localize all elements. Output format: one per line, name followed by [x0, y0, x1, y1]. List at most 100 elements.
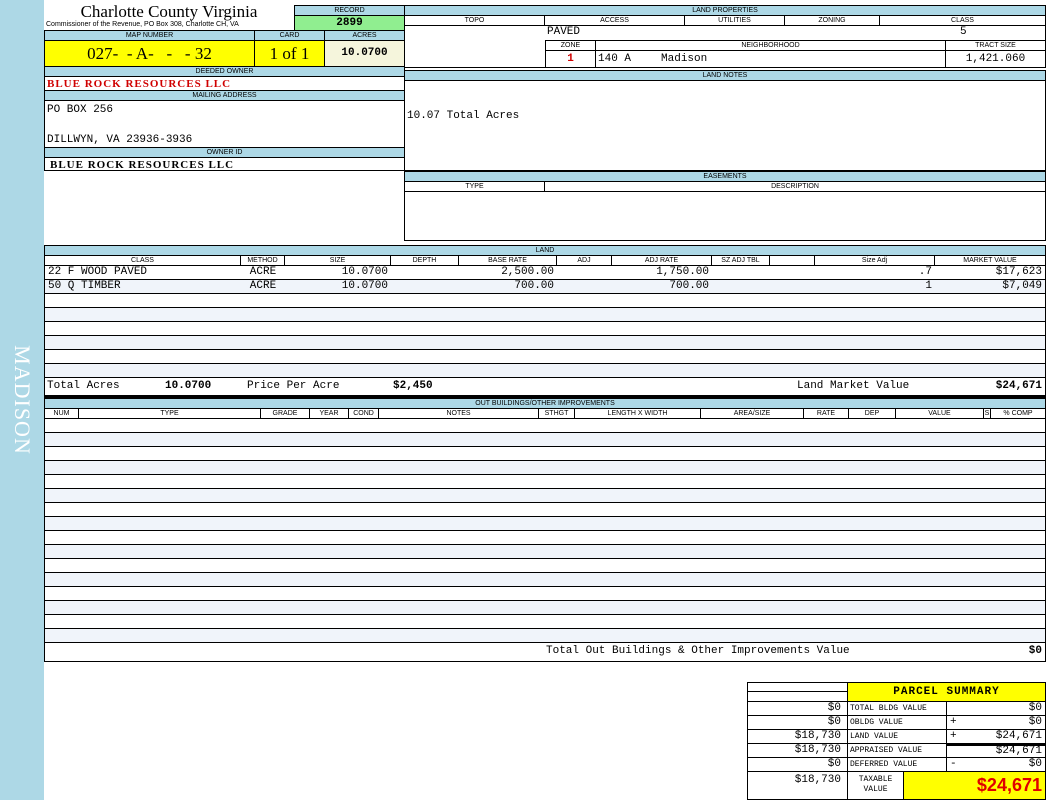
sidebar-neighborhood: MADISON [0, 0, 44, 800]
land-cell [612, 364, 712, 377]
land-cell [241, 322, 285, 335]
land-cell: 1,750.00 [656, 266, 709, 278]
price-per-acre-label: Price Per Acre [247, 380, 340, 392]
land-cell [612, 350, 712, 363]
summary-prior: $0 [747, 757, 848, 772]
land-col-header: SZ ADJ TBL [712, 256, 770, 265]
land-cell [815, 350, 935, 363]
land-row: 22 F WOOD PAVED ACRE 10.0700 2,500.00 1,750.… [45, 266, 1045, 280]
land-cell: $17,623 [995, 266, 1042, 278]
outbuilding-col-header: YEAR [310, 409, 349, 418]
outbuilding-col-header: STHGT [539, 409, 575, 418]
outbuilding-col-header: NOTES [379, 409, 539, 418]
col-tract-size: TRACT SIZE [975, 42, 1016, 49]
land-cell: 10.0700 [341, 280, 388, 292]
land-col-header: ADJ [557, 256, 612, 265]
land-cell: $7,049 [1002, 280, 1042, 292]
land-cell [815, 364, 935, 377]
land-cell [770, 308, 815, 321]
outbuilding-col-header: COND [349, 409, 379, 418]
land-cell [935, 294, 1045, 307]
price-per-acre-value: $2,450 [393, 380, 433, 392]
summary-value-text: $24,671 [995, 730, 1042, 742]
land-cell [391, 294, 459, 307]
neighborhood-code: 140 A [598, 53, 632, 65]
land-cell [612, 294, 712, 307]
land-cell [935, 322, 1045, 335]
outbuilding-row [45, 587, 1045, 601]
land-cell [391, 322, 459, 335]
col-easement-description: DESCRIPTION [771, 183, 819, 190]
land-cell [935, 308, 1045, 321]
outbuilding-col-header: % COMP [1003, 410, 1033, 417]
land-market-value: $24,671 [995, 380, 1042, 392]
land-cell [935, 336, 1045, 349]
outbuildings-title: OUT BUILDINGS/OTHER IMPROVEMENTS [45, 399, 1045, 409]
land-cell [557, 364, 612, 377]
easements-title: EASEMENTS [405, 172, 1045, 182]
land-notes-text: 10.07 Total Acres [407, 110, 520, 122]
land-col-header: CLASS [45, 256, 241, 265]
tract-size-value: 1,421.060 [965, 53, 1026, 65]
land-cell: 22 F WOOD PAVED [48, 266, 148, 278]
land-cell [815, 322, 935, 335]
outbuilding-row [45, 517, 1045, 531]
outbuilding-row [45, 461, 1045, 475]
outbuilding-row [45, 531, 1045, 545]
total-acres-value: 10.0700 [165, 380, 212, 392]
land-cell [459, 336, 557, 349]
outbuilding-col-header: S [984, 409, 991, 418]
land-cell [241, 364, 285, 377]
col-easement-type: TYPE [405, 182, 545, 191]
summary-operator: + [950, 716, 957, 728]
land-properties: LAND PROPERTIES TOPO ACCESS UTILITIES ZONIN… [404, 5, 1046, 68]
land-cell [770, 350, 815, 363]
outbuilding-col-header: NUM [45, 409, 79, 418]
mailing-address: PO BOX 256 DILLWYN, VA 23936-3936 [45, 101, 404, 148]
summary-value-text: $0 [1028, 716, 1042, 728]
easements: EASEMENTS TYPE DESCRIPTION [404, 171, 1046, 241]
land-col-header: METHOD [241, 256, 285, 265]
land-cell: ACRE [249, 266, 277, 278]
col-zoning: ZONING [785, 16, 880, 25]
land-cell [45, 294, 241, 307]
land-col-header: SIZE [285, 256, 391, 265]
summary-label: TOTAL BLDG VALUE [847, 701, 947, 716]
outbuilding-col-header: DEP [849, 409, 896, 418]
neighborhood-name: Madison [661, 53, 708, 65]
land-cell [241, 336, 285, 349]
col-neighborhood: NEIGHBORHOOD [596, 41, 946, 50]
land-cell [612, 322, 712, 335]
outbuilding-col-header: VALUE [896, 409, 984, 418]
land-cell [459, 322, 557, 335]
outbuilding-row [45, 545, 1045, 559]
land-cell [391, 308, 459, 321]
land-cell [45, 322, 241, 335]
summary-value-text: $24,671 [995, 745, 1042, 757]
land-cell: 700.00 [514, 280, 554, 292]
record-box: RECORD 2899 [294, 5, 405, 31]
land-title: LAND [45, 246, 1045, 256]
taxable-prior: $18,730 [747, 771, 848, 800]
land-row [45, 322, 1045, 336]
acres-label: ACRES [325, 31, 404, 41]
land-cell [557, 266, 612, 279]
land-cell [712, 308, 770, 321]
land-cell: .7 [918, 266, 932, 278]
deeded-owner-label: DEEDED OWNER [45, 67, 404, 77]
land-row [45, 336, 1045, 350]
land-cell [815, 294, 935, 307]
zone-value: 1 [546, 51, 596, 67]
card-label: CARD [255, 31, 324, 41]
land-col-header [770, 256, 815, 265]
land-cell [285, 336, 391, 349]
land-cell [391, 350, 459, 363]
col-access: ACCESS [545, 16, 685, 25]
land-cell [815, 308, 935, 321]
land-cell [45, 308, 241, 321]
summary-value: - $0 [946, 757, 1046, 772]
land-cell [815, 336, 935, 349]
summary-value-text: $0 [1028, 758, 1042, 770]
land-cell: 700.00 [669, 280, 709, 292]
outbuildings-section: OUT BUILDINGS/OTHER IMPROVEMENTS NUM TYPE… [44, 398, 1046, 662]
